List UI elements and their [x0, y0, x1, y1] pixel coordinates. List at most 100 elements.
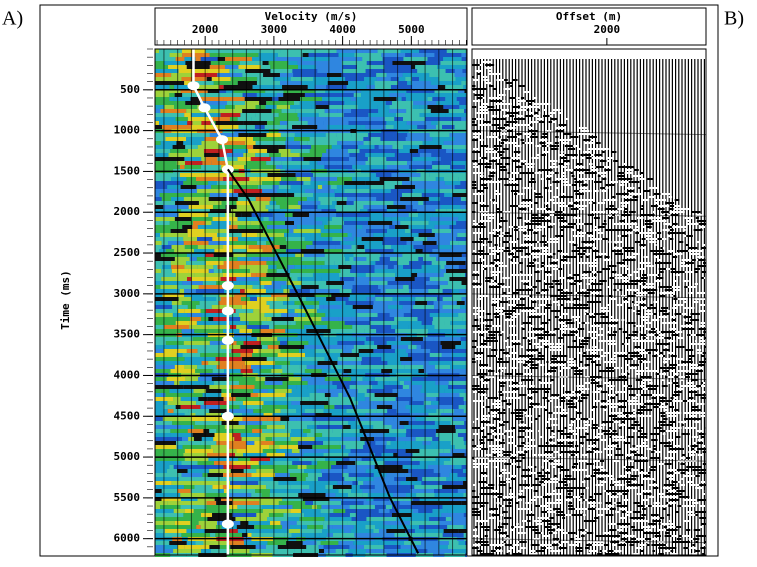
- semblance-cell: [448, 509, 453, 513]
- semblance-cell: [427, 301, 434, 305]
- trace-fill: [586, 349, 589, 351]
- trace-fill: [512, 343, 520, 345]
- semblance-cell: [192, 121, 201, 125]
- semblance-cell: [187, 313, 201, 317]
- trace-fill: [680, 250, 682, 252]
- semblance-cell: [395, 153, 420, 157]
- semblance-cell: [321, 505, 349, 509]
- semblance-cell: [276, 201, 298, 205]
- trace-fill: [526, 352, 530, 354]
- trace-fill: [645, 493, 651, 495]
- semblance-cell: [301, 133, 325, 137]
- semblance-cell: [163, 205, 188, 209]
- semblance-cell: [351, 449, 381, 453]
- trace-fill: [694, 271, 698, 273]
- trace-fill: [503, 169, 507, 171]
- trace-fill: [504, 319, 510, 321]
- semblance-cell: [265, 125, 287, 129]
- trace-fill: [584, 142, 589, 144]
- trace-fill: [659, 400, 665, 402]
- semblance-cell: [204, 149, 233, 153]
- trace-fill: [516, 451, 524, 453]
- trace-fill: [534, 271, 539, 273]
- trace-fill: [630, 451, 636, 453]
- trace-fill: [664, 262, 672, 264]
- semblance-cell: [381, 369, 392, 373]
- trace-fill: [476, 172, 483, 174]
- trace-fill: [517, 307, 519, 309]
- semblance-cell: [356, 309, 384, 313]
- semblance-cell: [267, 225, 297, 229]
- semblance-cell: [155, 489, 162, 493]
- trace-fill: [669, 208, 674, 210]
- trace-fill: [558, 472, 561, 474]
- trace-fill: [568, 346, 572, 348]
- semblance-cell: [287, 121, 307, 125]
- trace-fill: [549, 331, 555, 333]
- trace-fill: [567, 490, 569, 492]
- trace-fill: [622, 421, 625, 423]
- semblance-cell: [170, 53, 183, 57]
- semblance-cell: [280, 181, 304, 185]
- trace-fill: [597, 478, 603, 480]
- semblance-cell: [182, 329, 194, 333]
- trace-fill: [509, 127, 515, 129]
- semblance-cell: [196, 305, 212, 309]
- trace-fill: [696, 367, 702, 369]
- trace-fill: [622, 280, 630, 282]
- trace-fill: [695, 475, 699, 477]
- trace-fill: [544, 331, 549, 333]
- semblance-cell: [384, 461, 391, 465]
- trace-fill: [681, 232, 685, 234]
- semblance-cell: [370, 261, 375, 265]
- semblance-cell: [305, 93, 315, 97]
- trace-fill: [594, 169, 599, 171]
- semblance-cell: [371, 137, 381, 141]
- semblance-cell: [422, 321, 433, 325]
- semblance-cell: [337, 341, 364, 345]
- trace-fill: [632, 310, 637, 312]
- trace-fill: [677, 289, 681, 291]
- semblance-cell: [266, 205, 280, 209]
- trace-fill: [621, 319, 624, 321]
- trace-fill: [526, 274, 532, 276]
- trace-fill: [527, 469, 530, 471]
- semblance-cell: [377, 433, 384, 437]
- semblance-cell: [349, 185, 370, 189]
- semblance-cell: [416, 437, 433, 441]
- trace-fill: [547, 421, 550, 423]
- trace-fill: [651, 205, 658, 207]
- semblance-cell: [238, 193, 260, 197]
- trace-fill: [602, 238, 608, 240]
- trace-fill: [517, 217, 520, 219]
- trace-fill: [659, 310, 667, 312]
- semblance-cell: [269, 217, 298, 221]
- trace-fill: [591, 427, 598, 429]
- trace-fill: [561, 229, 564, 231]
- semblance-cell: [307, 425, 312, 429]
- semblance-cell: [336, 245, 352, 249]
- semblance-cell: [230, 425, 246, 429]
- trace-fill: [648, 505, 652, 507]
- trace-fill: [504, 463, 511, 465]
- trace-fill: [477, 298, 481, 300]
- semblance-cell: [336, 197, 347, 201]
- trace-fill: [571, 454, 575, 456]
- semblance-cell: [450, 241, 459, 245]
- semblance-cell: [432, 229, 451, 233]
- trace-fill: [571, 478, 576, 480]
- semblance-cell: [450, 349, 459, 353]
- trace-fill: [659, 286, 663, 288]
- trace-fill: [642, 358, 645, 360]
- trace-fill: [476, 448, 482, 450]
- trace-fill: [585, 253, 591, 255]
- trace-fill: [521, 379, 526, 381]
- trace-fill: [536, 268, 544, 270]
- semblance-cell: [196, 289, 224, 293]
- trace-fill: [497, 271, 503, 273]
- semblance-cell: [234, 437, 241, 441]
- semblance-cell: [251, 157, 271, 161]
- trace-fill: [649, 187, 657, 189]
- trace-fill: [666, 490, 668, 492]
- trace-fill: [593, 148, 596, 150]
